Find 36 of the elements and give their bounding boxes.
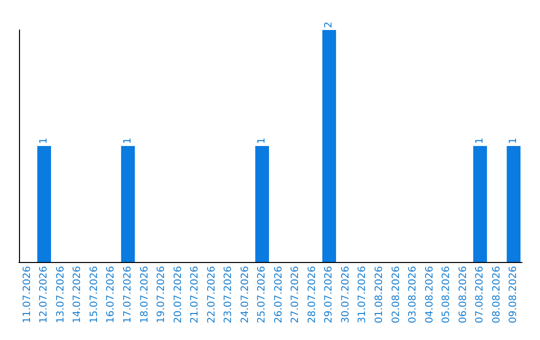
x-tick-label: 30.07.2026: [340, 266, 352, 324]
x-tick-label: 17.07.2026: [122, 266, 134, 324]
x-tick-label: 26.07.2026: [273, 266, 284, 324]
x-tick-label: 28.07.2026: [306, 266, 318, 324]
x-tick-label: 07.08.2026: [474, 266, 486, 324]
x-tick-label: 20.07.2026: [172, 266, 184, 324]
x-tick-label: 24.07.2026: [240, 266, 251, 324]
data-label: 1: [256, 138, 268, 144]
data-label: 1: [38, 138, 50, 144]
x-tick-label: 13.07.2026: [55, 266, 66, 324]
x-tick-label: 09.08.2026: [508, 266, 520, 324]
x-tick-label: 03.08.2026: [408, 266, 419, 324]
x-tick-label: 25.07.2026: [256, 266, 268, 324]
x-tick-label: 21.07.2026: [190, 266, 201, 324]
x-tick-label: 19.07.2026: [156, 266, 168, 324]
x-tick-label: 16.07.2026: [106, 266, 117, 324]
data-label: 1: [474, 138, 486, 144]
x-tick-label: 05.08.2026: [441, 266, 452, 324]
x-tick-label: 02.08.2026: [390, 266, 402, 324]
x-tick-label: 22.07.2026: [206, 266, 218, 324]
x-tick-label: 04.08.2026: [424, 266, 436, 324]
x-tick-label: 18.07.2026: [139, 266, 150, 324]
x-tick-label: 12.07.2026: [38, 266, 50, 324]
x-tick-label: 01.08.2026: [374, 266, 385, 324]
x-tick-label: 27.07.2026: [290, 266, 302, 324]
x-tick-label: 08.08.2026: [491, 266, 502, 324]
x-tick-label: 14.07.2026: [72, 266, 84, 324]
x-tick-label: 29.07.2026: [324, 266, 335, 324]
data-label: 2: [324, 22, 335, 28]
x-tick-label: 23.07.2026: [223, 266, 234, 324]
data-label: 1: [508, 138, 520, 144]
x-tick-label: 06.08.2026: [458, 266, 469, 324]
x-tick-label: 15.07.2026: [88, 266, 100, 324]
x-tick-label: 11.07.2026: [22, 266, 33, 324]
x-tick-label: 31.07.2026: [357, 266, 368, 324]
data-label: 1: [122, 138, 134, 144]
